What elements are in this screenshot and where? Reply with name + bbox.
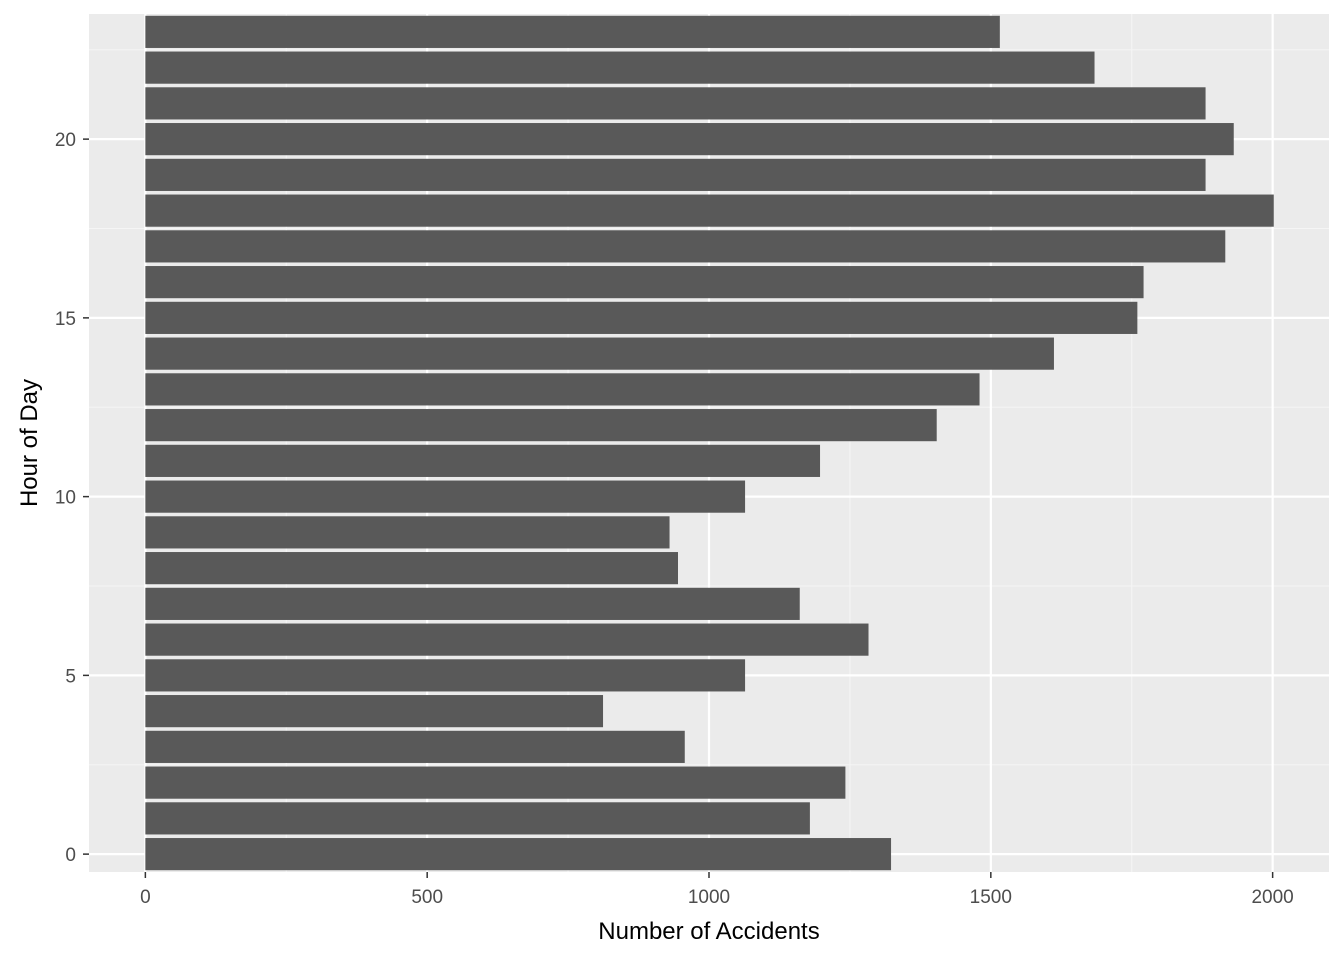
bar-hour-18 xyxy=(145,194,1274,227)
x-tick-label: 2000 xyxy=(1251,887,1293,908)
y-tick-label: 20 xyxy=(55,130,76,151)
y-tick-label: 0 xyxy=(65,845,76,866)
bar-hour-14 xyxy=(145,337,1054,370)
bar-hour-8 xyxy=(145,552,678,585)
bar-hour-9 xyxy=(145,516,670,549)
bar-hour-11 xyxy=(145,444,821,477)
x-tick-label: 1000 xyxy=(688,887,730,908)
x-axis: 0 500 1000 1500 2000 xyxy=(140,872,1294,908)
bar-hour-17 xyxy=(145,230,1226,263)
bar-hour-20 xyxy=(145,123,1234,156)
y-axis: 0 5 10 15 20 xyxy=(55,130,89,866)
bar-hour-10 xyxy=(145,480,746,513)
x-tick-label: 500 xyxy=(411,887,443,908)
bar-hour-21 xyxy=(145,87,1206,120)
x-tick-label: 0 xyxy=(140,887,151,908)
x-tick-label: 1500 xyxy=(970,887,1012,908)
bar-hour-22 xyxy=(145,51,1095,84)
bar-hour-12 xyxy=(145,409,937,442)
y-axis-title: Hour of Day xyxy=(16,379,43,507)
x-axis-title: Number of Accidents xyxy=(598,918,819,945)
bar-hour-6 xyxy=(145,623,869,656)
bar-hour-16 xyxy=(145,266,1144,299)
y-tick-label: 5 xyxy=(65,666,76,687)
y-tick-label: 10 xyxy=(55,488,76,509)
bar-hour-13 xyxy=(145,373,980,406)
bar-hour-0 xyxy=(145,838,892,871)
bar-hour-1 xyxy=(145,802,810,835)
bar-hour-19 xyxy=(145,158,1206,191)
bar-hour-5 xyxy=(145,659,746,692)
bar-hour-2 xyxy=(145,766,846,799)
bar-hour-15 xyxy=(145,301,1138,334)
y-tick-label: 15 xyxy=(55,309,76,330)
bar-hour-3 xyxy=(145,730,685,763)
bar-hour-7 xyxy=(145,587,800,620)
bar-hour-4 xyxy=(145,695,604,728)
bars xyxy=(145,15,1274,871)
bar-hour-23 xyxy=(145,15,1000,48)
